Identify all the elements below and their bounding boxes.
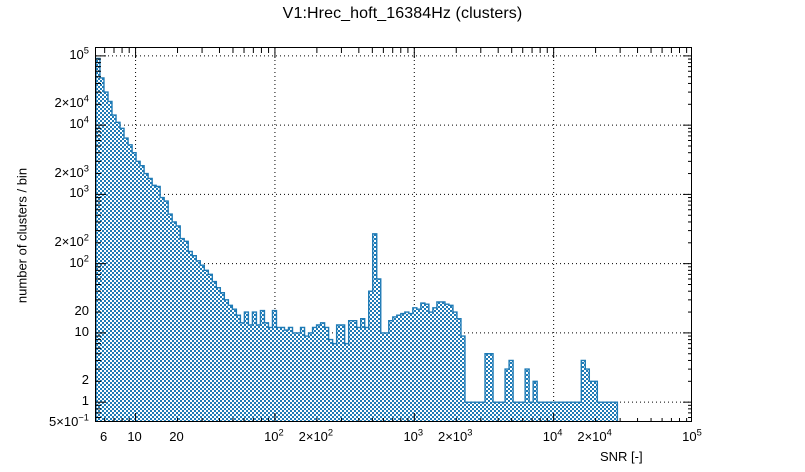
axis-ticks: [96, 48, 691, 421]
y-tick-label: 2×103: [54, 163, 90, 180]
plot-frame: [95, 47, 692, 422]
y-tick-label: 5×10−1: [49, 412, 89, 429]
y-tick-label: 104: [69, 114, 89, 132]
y-tick-label: 103: [69, 184, 89, 201]
y-axis-label: number of clusters / bin: [14, 167, 30, 304]
y-tick-label: 2×102: [54, 232, 90, 249]
x-tick-label: 6: [100, 429, 108, 444]
x-tick-label: 104: [542, 427, 563, 444]
histogram-fill: [96, 57, 619, 421]
y-tick-label: 105: [69, 45, 89, 62]
x-axis-label: SNR [-]: [600, 449, 643, 464]
x-tick-label: 10: [127, 429, 142, 444]
histogram-series: [96, 57, 619, 421]
x-tick-label: 102: [264, 427, 284, 444]
x-tick-label: 2×102: [298, 427, 334, 444]
x-tick-label: 103: [403, 427, 424, 444]
y-tick-label: 102: [69, 253, 89, 270]
x-tick-label: 20: [169, 429, 184, 444]
x-tick-label: 105: [682, 427, 702, 444]
y-tick-label: 10: [74, 323, 89, 339]
x-tick-label: 2×103: [437, 427, 473, 444]
y-tick-label: 20: [74, 303, 89, 319]
page-title: V1:Hrec_hoft_16384Hz (clusters): [282, 5, 523, 22]
y-tick-label: 1: [81, 393, 89, 409]
y-tick-label: 2: [81, 372, 89, 388]
x-tick-label: 2×104: [577, 427, 612, 444]
y-tick-label: 2×104: [54, 93, 90, 111]
